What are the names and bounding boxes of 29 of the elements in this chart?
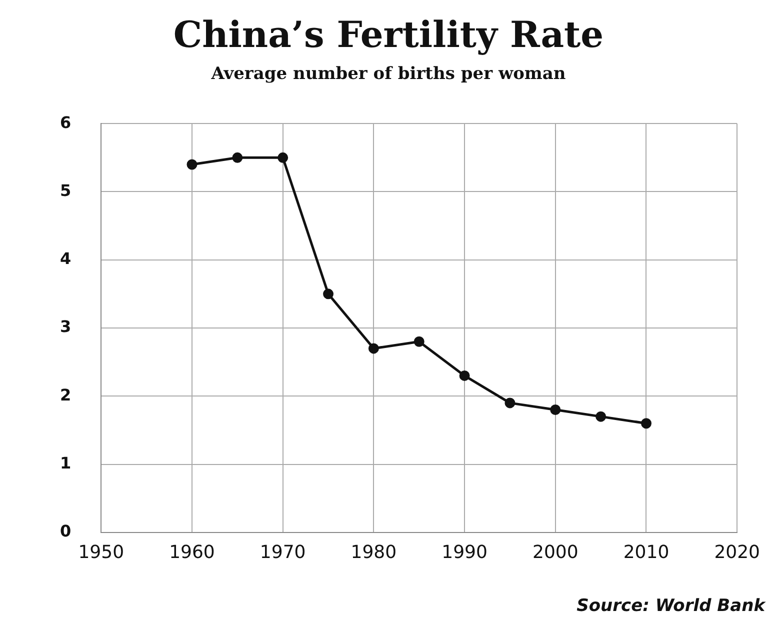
point — [232, 152, 243, 163]
point — [504, 398, 516, 408]
point — [323, 288, 334, 300]
x-tick-label: 1950 — [78, 542, 124, 563]
chart-subtitle: Average number of births per woman — [210, 64, 567, 84]
y-tick-label: 2 — [60, 385, 72, 404]
y-tick-label: 6 — [60, 112, 72, 132]
x-tick-label: 1960 — [169, 542, 215, 563]
point — [414, 336, 424, 347]
point — [368, 343, 379, 354]
y-tick-label: 3 — [60, 317, 72, 336]
x-tick-label: 2020 — [714, 542, 760, 563]
point — [459, 370, 470, 381]
x-tick-label: 1970 — [260, 542, 306, 563]
point — [596, 411, 606, 422]
x-tick-label: 1980 — [350, 542, 397, 563]
y-tick-label: 0 — [60, 522, 72, 541]
point — [640, 418, 652, 429]
point — [278, 152, 288, 163]
x-tick-label: 2000 — [532, 542, 578, 563]
source-note: Source: World Bank — [576, 596, 765, 616]
y-tick-label: 5 — [60, 180, 72, 200]
x-tick-label: 2010 — [623, 542, 670, 563]
y-tick-label: 1 — [60, 453, 72, 472]
x-tick-label: 1990 — [442, 542, 488, 563]
point — [550, 404, 561, 416]
point — [186, 159, 198, 170]
chart-title: China’s Fertility Rate — [172, 14, 605, 56]
y-tick-label: 4 — [60, 249, 72, 268]
